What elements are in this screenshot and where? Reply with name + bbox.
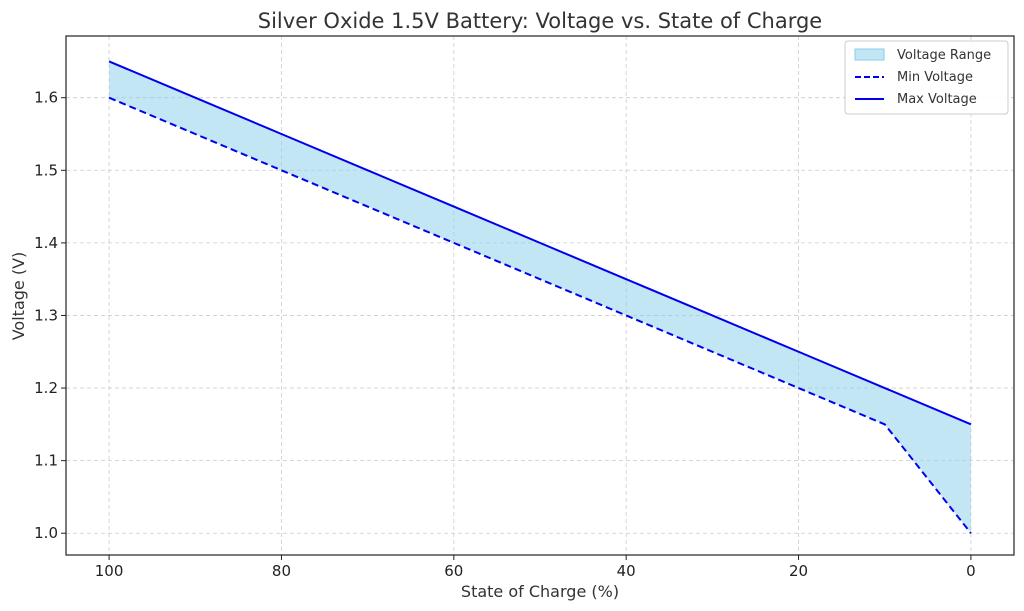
y-axis-label: Voltage (V): [9, 252, 28, 341]
x-axis-ticks: 100 80 60 40 20 0: [95, 555, 976, 580]
y-tick-label: 1.1: [34, 452, 58, 470]
legend: Voltage Range Min Voltage Max Voltage: [844, 40, 1009, 115]
x-tick-label: 60: [444, 562, 463, 580]
x-tick-label: 80: [272, 562, 291, 580]
x-tick-label: 0: [966, 562, 976, 580]
chart-title: Silver Oxide 1.5V Battery: Voltage vs. S…: [258, 9, 822, 33]
y-tick-label: 1.0: [34, 524, 58, 542]
x-tick-label: 100: [95, 562, 124, 580]
legend-swatch-voltage-range: [854, 48, 885, 61]
y-tick-label: 1.5: [34, 161, 58, 179]
y-tick-label: 1.4: [34, 234, 58, 252]
legend-label-voltage-range: Voltage Range: [897, 48, 991, 63]
legend-box: [844, 40, 1009, 115]
min-voltage-line: [108, 96, 972, 534]
x-axis-label: State of Charge (%): [461, 582, 619, 601]
max-voltage-line: [108, 60, 972, 426]
x-tick-label: 20: [789, 562, 808, 580]
y-tick-label: 1.2: [34, 379, 58, 397]
y-tick-label: 1.3: [34, 306, 58, 324]
y-axis-ticks: 1.0 1.1 1.2 1.3 1.4 1.5 1.6: [34, 89, 66, 542]
voltage-range-fill: [109, 61, 971, 534]
legend-label-min-voltage: Min Voltage: [897, 70, 973, 85]
legend-label-max-voltage: Max Voltage: [897, 92, 977, 107]
y-tick-label: 1.6: [34, 89, 58, 107]
axes-frame: [65, 35, 1015, 556]
x-tick-label: 40: [617, 562, 636, 580]
